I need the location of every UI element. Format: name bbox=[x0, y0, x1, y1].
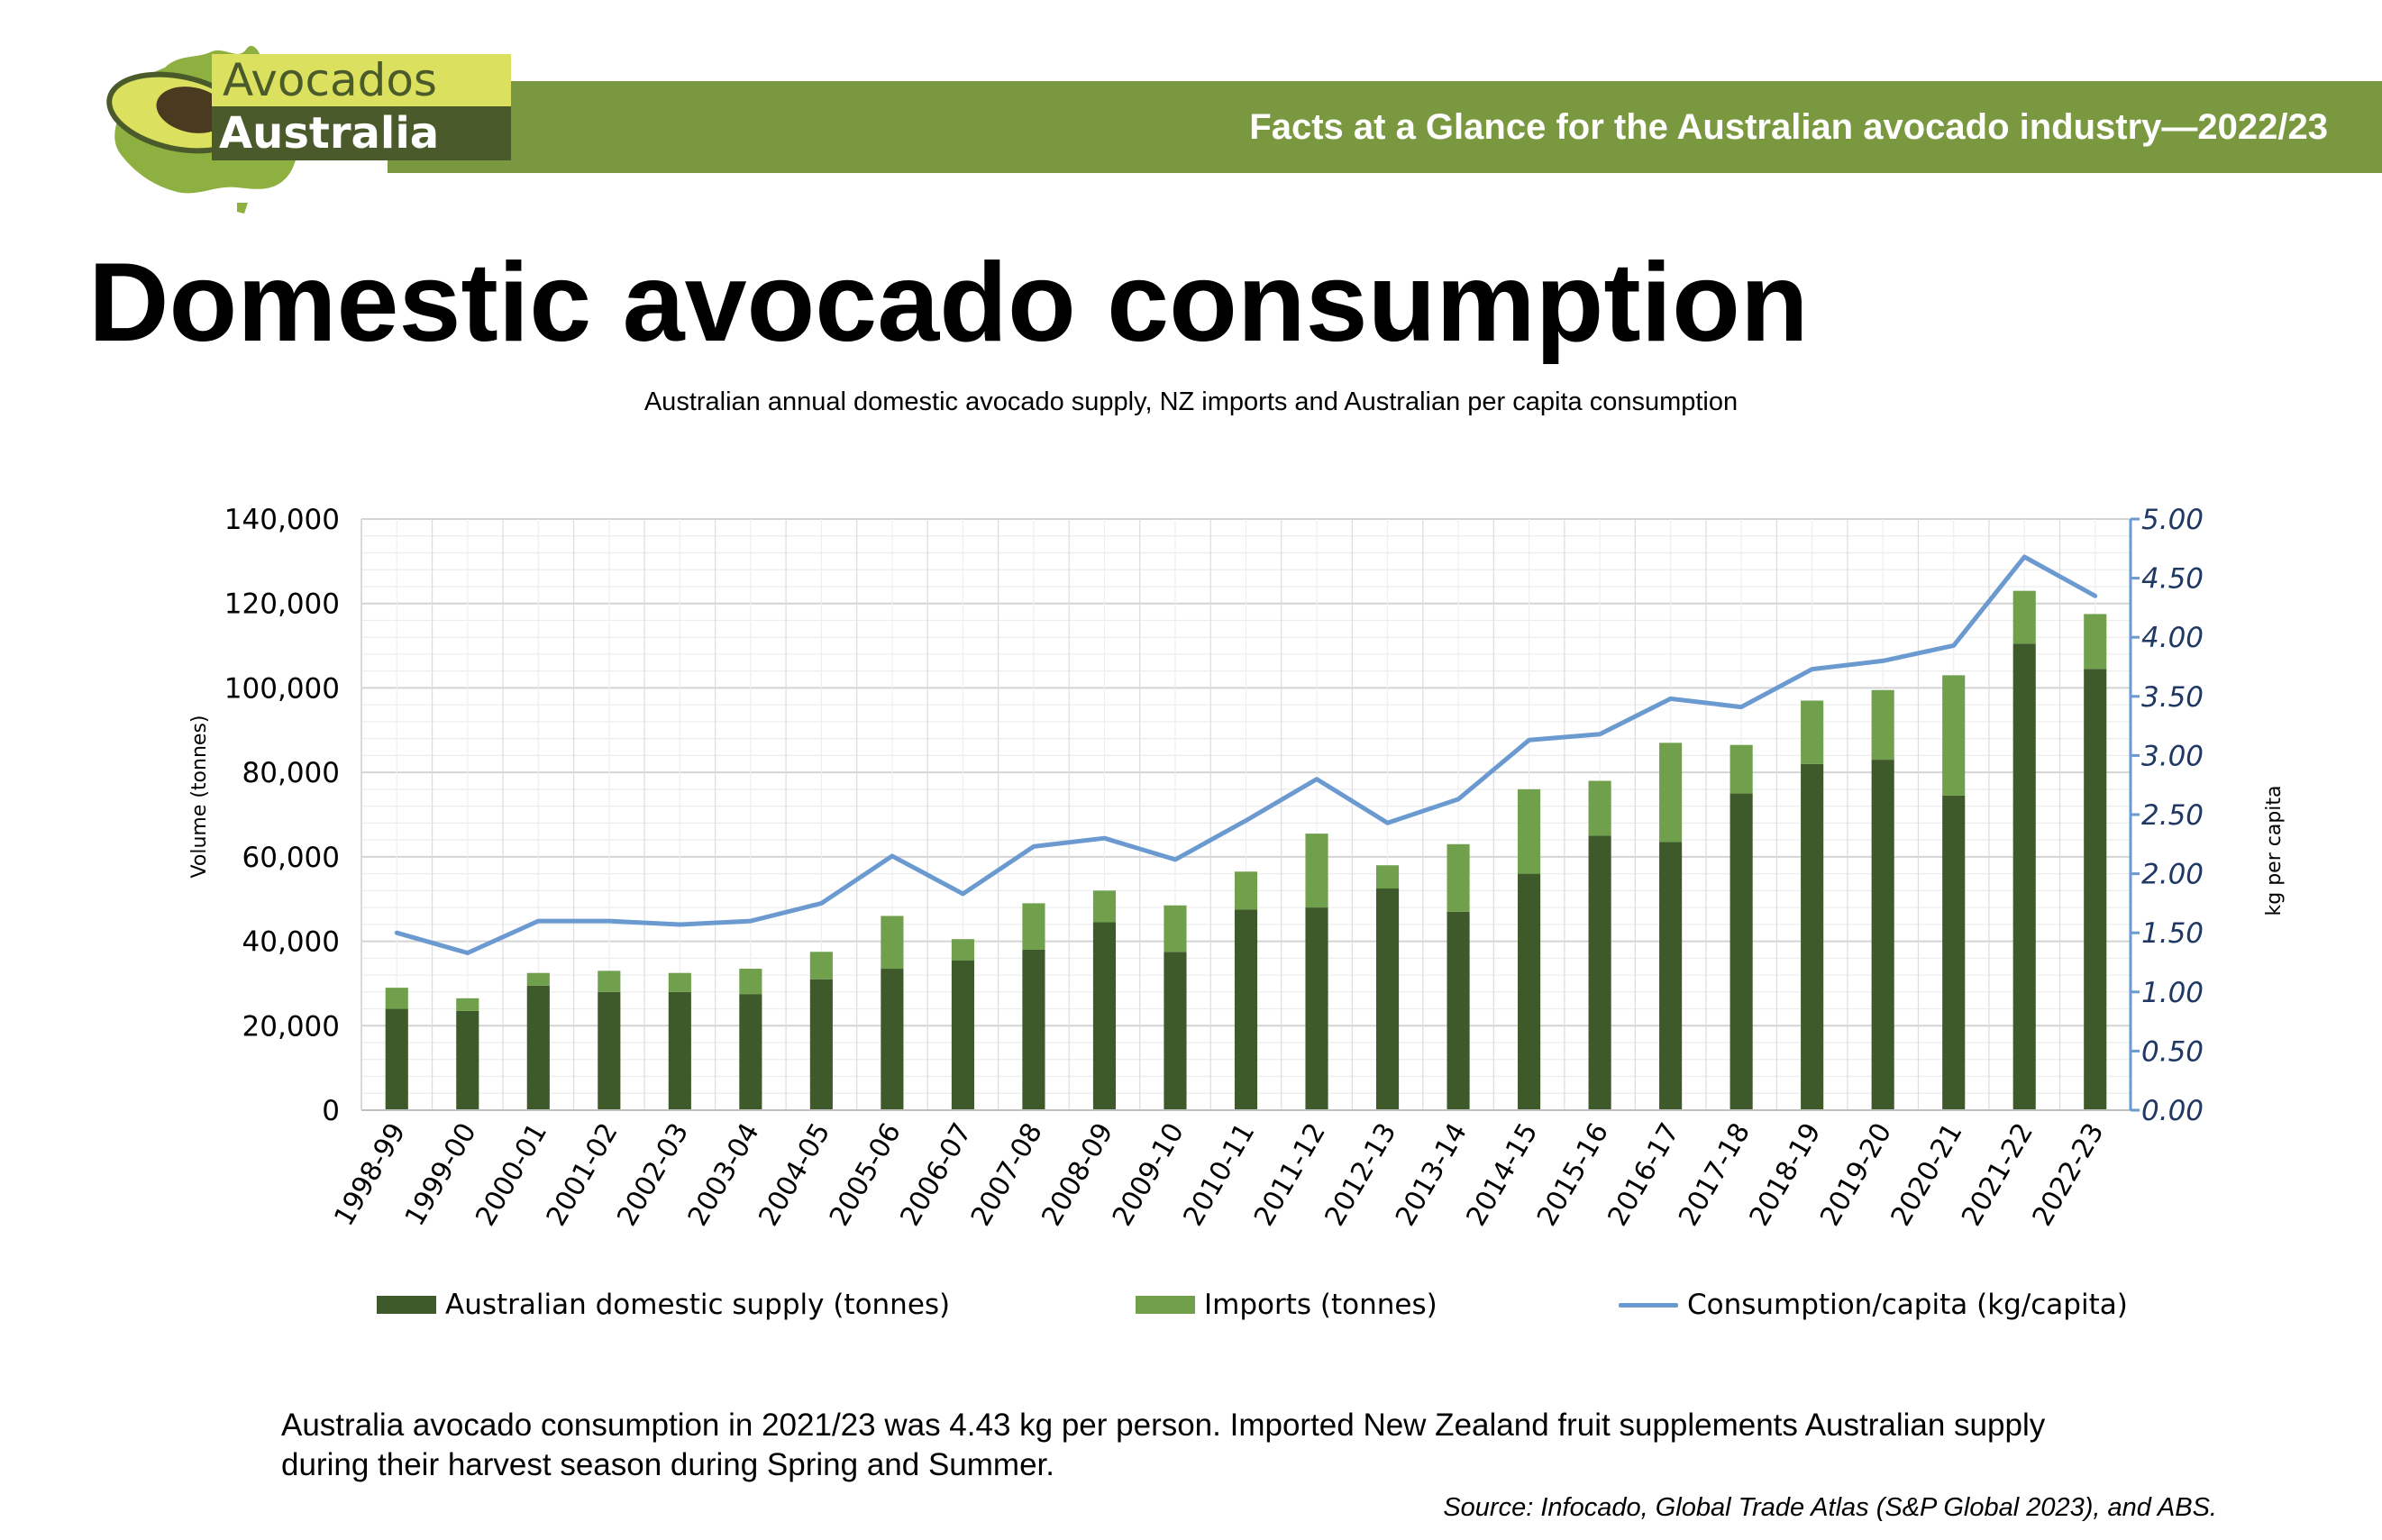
legend-label-consumption: Consumption/capita (kg/capita) bbox=[1687, 1289, 2128, 1321]
bar-imports-2019-20 bbox=[1871, 689, 1894, 761]
bar-imports-1998-99 bbox=[385, 988, 408, 1009]
bar-domestic-2021-22 bbox=[2012, 643, 2036, 1110]
bar-domestic-2011-12 bbox=[1305, 907, 1328, 1110]
logo-word-australia: Australia bbox=[219, 108, 440, 159]
bar-domestic-2010-11 bbox=[1234, 909, 1258, 1110]
bar-domestic-2017-18 bbox=[1729, 793, 1753, 1110]
y-tick-label: 0 bbox=[322, 1095, 340, 1127]
y2-tick-label: 2.00 bbox=[2141, 859, 2204, 891]
legend-label-imports: Imports (tonnes) bbox=[1204, 1289, 1437, 1321]
bar-domestic-2016-17 bbox=[1659, 842, 1683, 1110]
bar-domestic-2020-21 bbox=[1942, 795, 1966, 1110]
bar-domestic-2014-15 bbox=[1518, 873, 1541, 1110]
y-tick-label: 140,000 bbox=[224, 504, 340, 536]
legend-item-domestic: Australian domestic supply (tonnes) bbox=[377, 1287, 950, 1323]
bar-imports-2018-19 bbox=[1801, 700, 1824, 764]
bar-domestic-2006-07 bbox=[951, 960, 974, 1110]
logo-word-avocados: Avocados bbox=[223, 54, 437, 106]
line-layer bbox=[394, 554, 2098, 955]
y2-tick-label: 2.50 bbox=[2141, 799, 2204, 832]
bar-domestic-2000-01 bbox=[526, 985, 550, 1110]
bar-imports-2016-17 bbox=[1659, 743, 1683, 843]
chart-subtitle: Australian annual domestic avocado suppl… bbox=[643, 387, 1739, 416]
bar-imports-2001-02 bbox=[598, 970, 621, 992]
bar-domestic-2019-20 bbox=[1871, 760, 1894, 1110]
logo-box-bottom bbox=[212, 106, 511, 160]
y2-tick-label: 4.00 bbox=[2141, 622, 2204, 654]
page-title: Domestic avocado consumption bbox=[88, 241, 1809, 365]
bar-domestic-2003-04 bbox=[739, 994, 762, 1110]
bar-domestic-2008-09 bbox=[1092, 922, 1117, 1110]
bar-imports-2012-13 bbox=[1375, 865, 1400, 888]
y-tick-label: 80,000 bbox=[242, 757, 340, 789]
bar-domestic-2015-16 bbox=[1588, 835, 1611, 1110]
y2-axis-title: kg per capita bbox=[2263, 786, 2286, 916]
bar-imports-2000-01 bbox=[526, 972, 550, 986]
y2-tick-label: 1.50 bbox=[2141, 917, 2204, 950]
bar-domestic-1998-99 bbox=[385, 1008, 408, 1110]
tasmania-shape bbox=[237, 203, 248, 214]
bar-imports-2005-06 bbox=[881, 916, 904, 970]
bar-domestic-2007-08 bbox=[1022, 949, 1045, 1110]
y-axis-title: Volume (tonnes) bbox=[188, 715, 211, 879]
bar-imports-2022-23 bbox=[2084, 614, 2107, 670]
y2-tick-label: 0.50 bbox=[2141, 1035, 2204, 1068]
footnote-text: Australia avocado consumption in 2021/23… bbox=[281, 1408, 2046, 1482]
bar-domestic-2022-23 bbox=[2084, 669, 2107, 1110]
grid-layer bbox=[360, 518, 2131, 1111]
y2-tick-label: 3.50 bbox=[2141, 681, 2204, 714]
y2-tick-label: 5.00 bbox=[2141, 504, 2204, 536]
bar-domestic-2001-02 bbox=[598, 991, 621, 1110]
legend-swatch-domestic bbox=[377, 1296, 436, 1314]
bar-imports-2006-07 bbox=[951, 939, 974, 961]
y-tick-label: 120,000 bbox=[224, 588, 340, 621]
bar-imports-1999-00 bbox=[456, 998, 479, 1011]
source-citation: Source: Infocado, Global Trade Atlas (S&… bbox=[1443, 1493, 2217, 1522]
bar-domestic-2013-14 bbox=[1447, 911, 1470, 1110]
logo-box-top bbox=[212, 54, 511, 106]
bar-domestic-2002-03 bbox=[668, 991, 691, 1110]
bars-layer bbox=[385, 590, 2107, 1110]
bar-imports-2007-08 bbox=[1022, 903, 1045, 950]
bar-imports-2011-12 bbox=[1305, 834, 1328, 908]
bar-imports-2021-22 bbox=[2012, 590, 2036, 644]
bar-imports-2020-21 bbox=[1942, 675, 1966, 796]
bar-imports-2017-18 bbox=[1729, 744, 1753, 794]
bar-domestic-2004-05 bbox=[809, 979, 833, 1110]
y-tick-label: 40,000 bbox=[242, 926, 340, 959]
bar-imports-2010-11 bbox=[1234, 871, 1258, 910]
bar-imports-2009-10 bbox=[1164, 905, 1187, 952]
y2-tick-label: 4.50 bbox=[2141, 563, 2204, 596]
bar-domestic-2018-19 bbox=[1801, 763, 1824, 1110]
bar-imports-2002-03 bbox=[668, 972, 691, 992]
bar-imports-2013-14 bbox=[1447, 843, 1470, 912]
legend-swatch-imports bbox=[1136, 1296, 1195, 1314]
y2-tick-label: 1.00 bbox=[2141, 977, 2204, 1009]
y-tick-label: 100,000 bbox=[224, 672, 340, 705]
header-title: Facts at a Glance for the Australian avo… bbox=[1249, 107, 2328, 147]
y2-tick-label: 0.00 bbox=[2141, 1095, 2204, 1127]
bar-imports-2004-05 bbox=[809, 952, 833, 980]
bar-domestic-2005-06 bbox=[881, 969, 904, 1110]
y2-tick-label: 3.00 bbox=[2141, 740, 2204, 772]
chart-legend: Australian domestic supply (tonnes) Impo… bbox=[0, 1287, 2382, 1323]
bar-imports-2008-09 bbox=[1092, 890, 1117, 923]
legend-item-imports: Imports (tonnes) bbox=[1136, 1287, 1437, 1323]
bar-domestic-2012-13 bbox=[1375, 888, 1400, 1110]
bar-domestic-1999-00 bbox=[456, 1010, 479, 1110]
axes-layer bbox=[360, 517, 2140, 1112]
bar-imports-2015-16 bbox=[1588, 780, 1611, 836]
y-tick-label: 20,000 bbox=[242, 1010, 340, 1043]
avocado-seed-icon bbox=[156, 87, 228, 133]
x-tick-label: 2022-23 bbox=[2027, 1118, 2111, 1232]
bar-imports-2014-15 bbox=[1518, 788, 1541, 874]
legend-label-domestic: Australian domestic supply (tonnes) bbox=[445, 1289, 951, 1321]
y-tick-label: 60,000 bbox=[242, 842, 340, 874]
bar-imports-2003-04 bbox=[739, 969, 762, 995]
header-band: Facts at a Glance for the Australian avo… bbox=[388, 81, 2382, 173]
legend-item-consumption: Consumption/capita (kg/capita) bbox=[1619, 1287, 2128, 1323]
legend-line-consumption bbox=[1619, 1302, 1678, 1308]
bar-domestic-2009-10 bbox=[1164, 952, 1187, 1110]
